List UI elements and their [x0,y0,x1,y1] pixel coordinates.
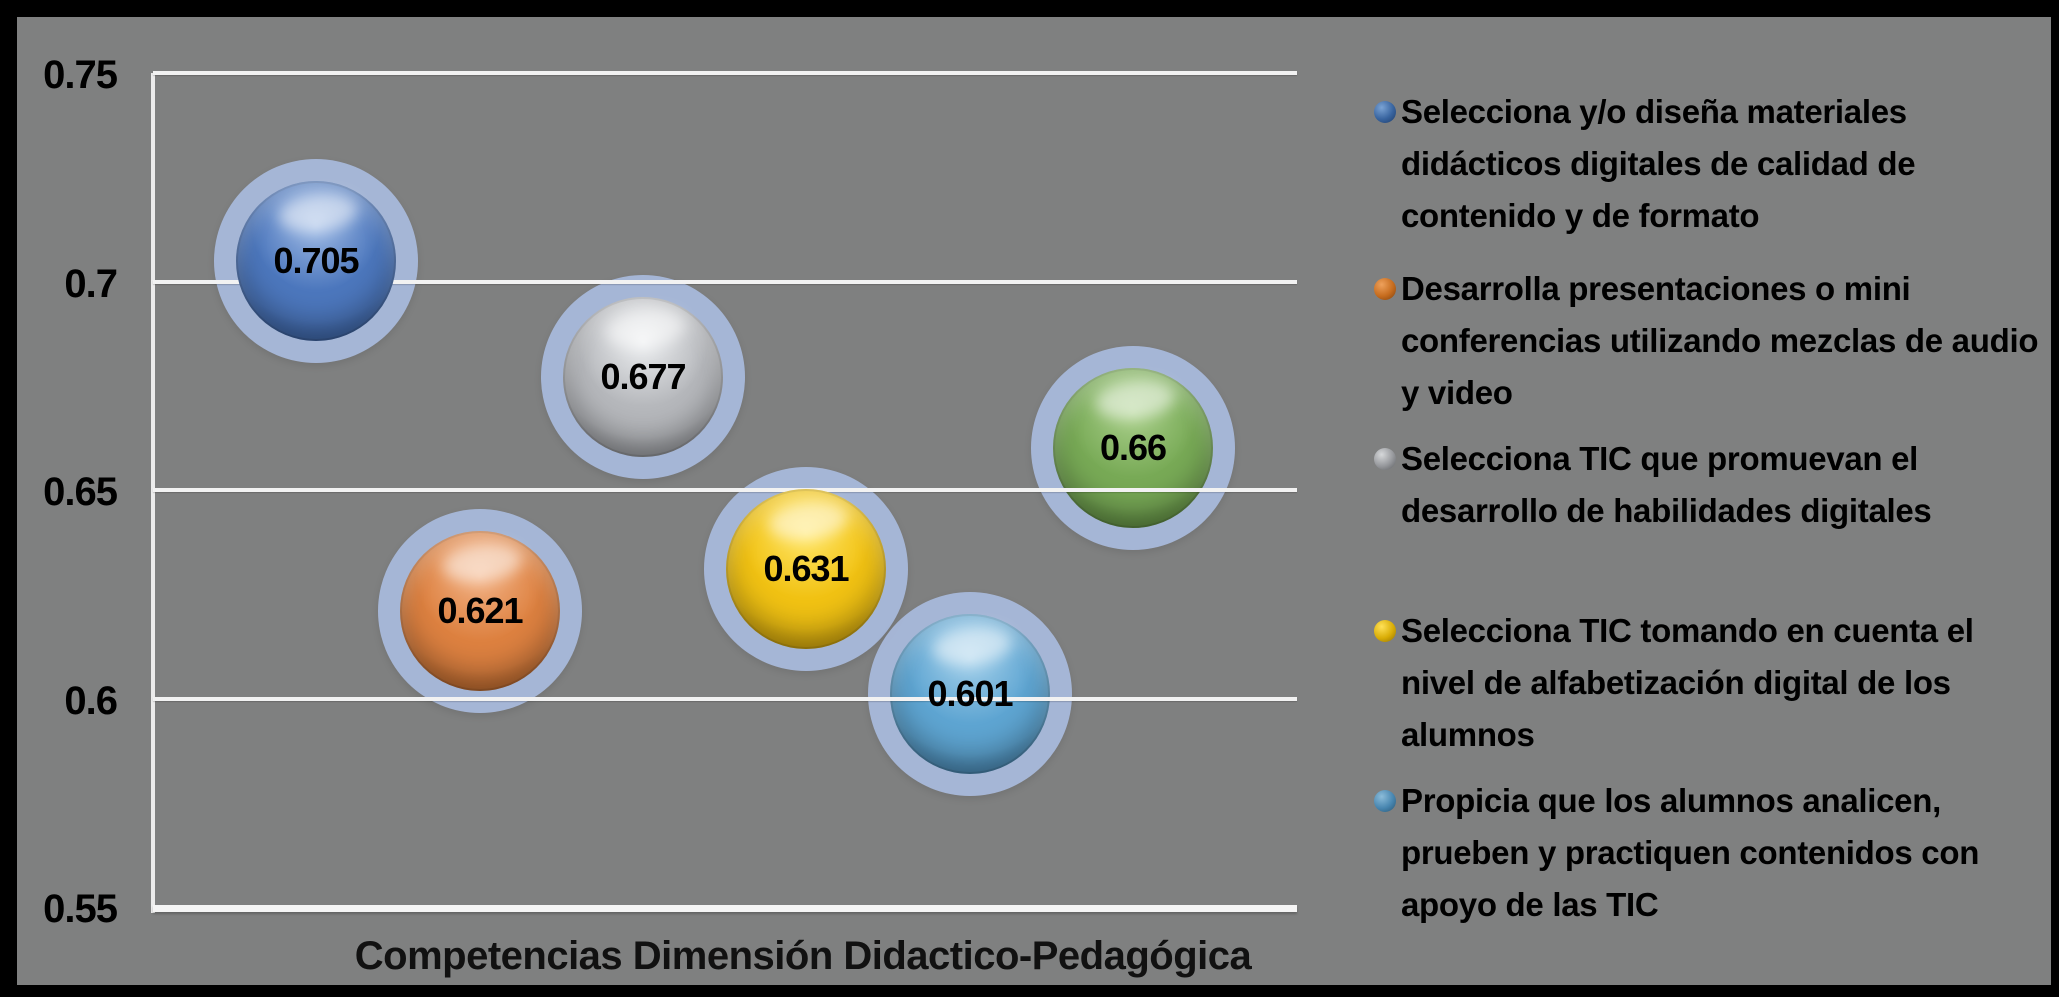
bubble-0705: 0.705 [214,159,418,363]
legend-item-3: Selecciona TIC que promuevan el desarrol… [1374,433,2050,537]
bubble-value-label: 0.621 [437,590,523,631]
bubble-0677: 0.677 [541,275,745,479]
gridline-0.7 [153,280,1297,284]
bubble-ball [890,614,1050,774]
legend-label: Selecciona TIC que promuevan el desarrol… [1401,440,1932,529]
legend-item-1: Selecciona y/o diseña materiales didácti… [1374,86,2050,242]
gridline-0.65 [153,488,1297,492]
y-tick-label: 0.75 [43,53,118,97]
x-axis-title: Competencias Dimensión Didactico-Pedagóg… [354,934,1252,978]
bubble-value-label: 0.66 [1099,427,1167,468]
legend-item-4: Selecciona TIC tomando en cuenta el nive… [1374,605,2050,761]
bubble-value-label: 0.705 [273,240,359,281]
gridline-0.55 [153,905,1297,912]
legend-bullet-lightblue [1374,790,1396,812]
bubble-ball [726,489,886,649]
y-axis-line [151,73,155,913]
legend-bullet-orange [1374,278,1396,300]
y-tick-label: 0.55 [43,887,118,931]
bubble-0631: 0.631 [704,467,908,671]
y-tick-label: 0.6 [64,679,118,723]
legend-label: Selecciona TIC tomando en cuenta el nive… [1401,612,1974,753]
legend-bullet-blue [1374,101,1396,123]
legend-label: Propicia que los alumnos analicen, prueb… [1401,782,1980,923]
legend-bullet-yellow [1374,620,1396,642]
legend-label: Selecciona y/o diseña materiales didácti… [1401,93,1916,234]
legend-bullet-gray [1374,448,1396,470]
legend-item-2: Desarrolla presentaciones o mini confere… [1374,263,2050,419]
bubble-ball [563,297,723,457]
bubble-ball [1053,368,1213,528]
bubble-value-label: 0.631 [763,548,849,589]
bubble-066: 0.66 [1031,346,1235,550]
bubble-value-label: 0.677 [600,356,686,397]
bubble-ball [400,531,560,691]
legend: Selecciona y/o diseña materiales didácti… [1374,0,2050,997]
y-tick-label: 0.65 [43,470,118,514]
legend-label: Desarrolla presentaciones o mini confere… [1401,270,2039,411]
bubble-ball [236,181,396,341]
bubble-0621: 0.621 [378,509,582,713]
gridline-0.6 [153,697,1297,701]
bubble-value-label: 0.601 [927,673,1013,714]
bubble-0601: 0.601 [868,592,1072,796]
gridline-0.75 [153,71,1297,75]
y-tick-label: 0.7 [64,262,118,306]
legend-item-5: Propicia que los alumnos analicen, prueb… [1374,775,2050,931]
